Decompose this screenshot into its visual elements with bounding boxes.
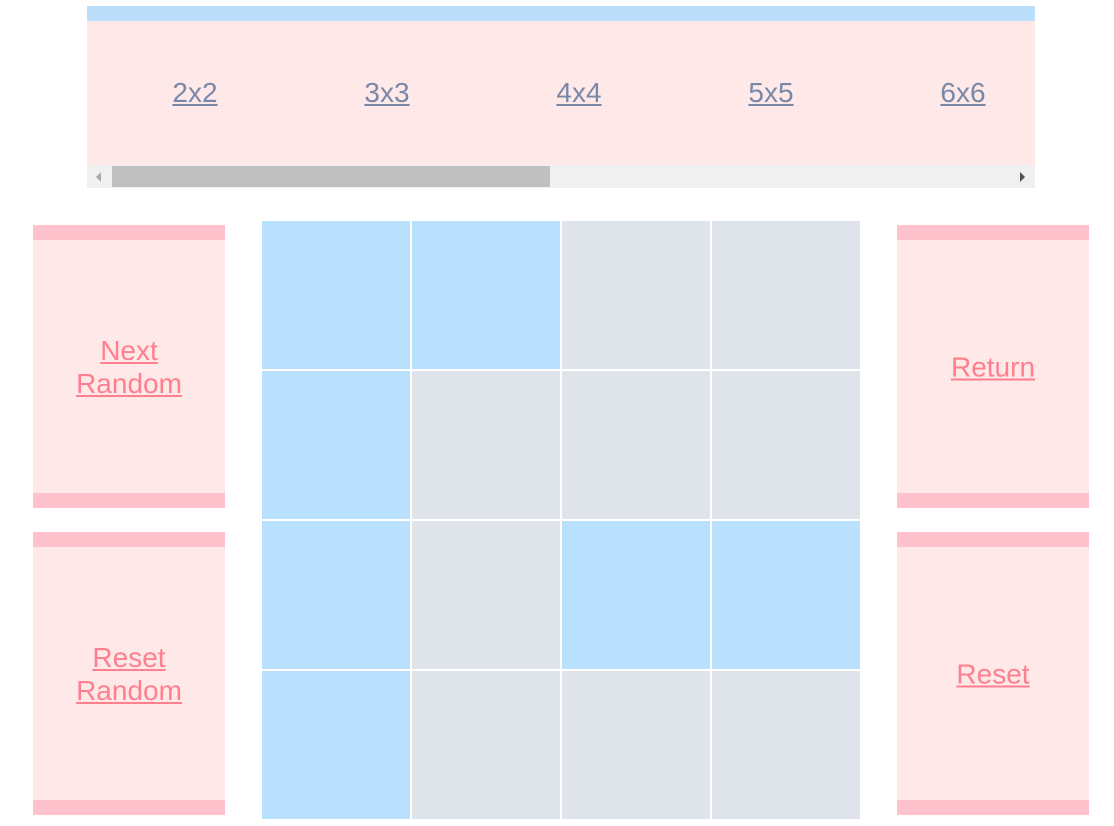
- reset-random-link[interactable]: Reset Random: [76, 641, 182, 706]
- size-option-6x6[interactable]: 6x6: [940, 77, 986, 108]
- board-cell[interactable]: [412, 521, 560, 669]
- board-cell[interactable]: [712, 221, 860, 369]
- board-cell[interactable]: [262, 221, 410, 369]
- reset-button[interactable]: Reset: [897, 532, 1089, 815]
- board-cell[interactable]: [562, 221, 710, 369]
- board-cell[interactable]: [712, 521, 860, 669]
- board-cell[interactable]: [262, 671, 410, 819]
- next-random-button[interactable]: Next Random: [33, 225, 225, 508]
- board-cell[interactable]: [712, 671, 860, 819]
- reset-random-button[interactable]: Reset Random: [33, 532, 225, 815]
- button-top-stripe: [33, 532, 225, 547]
- scrollbar-thumb[interactable]: [112, 166, 550, 187]
- scroll-left-arrow-icon[interactable]: [90, 165, 110, 188]
- board-cell[interactable]: [562, 521, 710, 669]
- board-cell[interactable]: [562, 671, 710, 819]
- button-top-stripe: [33, 225, 225, 240]
- board-cell[interactable]: [712, 371, 860, 519]
- return-link[interactable]: Return: [950, 351, 1036, 382]
- return-button[interactable]: Return: [897, 225, 1089, 508]
- size-option-2x2[interactable]: 2x2: [172, 77, 218, 108]
- size-options: 2x2 3x3 4x4 5x5 6x6: [87, 21, 1035, 165]
- button-top-stripe: [897, 225, 1089, 240]
- board-cell[interactable]: [412, 221, 560, 369]
- board-cell[interactable]: [412, 671, 560, 819]
- horizontal-scrollbar[interactable]: [87, 165, 1035, 188]
- next-random-link[interactable]: Next Random: [76, 334, 182, 399]
- size-option-3x3[interactable]: 3x3: [364, 77, 410, 108]
- size-option-4x4[interactable]: 4x4: [556, 77, 602, 108]
- button-top-stripe: [897, 532, 1089, 547]
- button-bottom-stripe: [897, 493, 1089, 508]
- board-size-selector: 2x2 3x3 4x4 5x5 6x6: [87, 6, 1035, 188]
- button-bottom-stripe: [33, 493, 225, 508]
- size-selector-stripe: [87, 6, 1035, 21]
- scroll-right-arrow-icon[interactable]: [1012, 165, 1032, 188]
- button-bottom-stripe: [897, 800, 1089, 815]
- game-board: [262, 221, 860, 819]
- board-cell[interactable]: [562, 371, 710, 519]
- button-bottom-stripe: [33, 800, 225, 815]
- reset-link[interactable]: Reset: [956, 658, 1030, 689]
- board-cell[interactable]: [262, 371, 410, 519]
- size-option-5x5[interactable]: 5x5: [748, 77, 794, 108]
- board-cell[interactable]: [262, 521, 410, 669]
- board-cell[interactable]: [412, 371, 560, 519]
